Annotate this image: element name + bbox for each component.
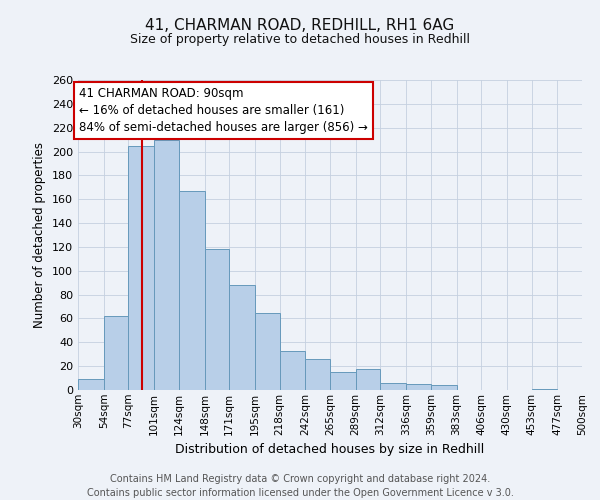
Bar xyxy=(128,146,154,390)
Y-axis label: Number of detached properties: Number of detached properties xyxy=(34,142,46,328)
Bar xyxy=(356,368,380,390)
Text: Contains HM Land Registry data © Crown copyright and database right 2024.
Contai: Contains HM Land Registry data © Crown c… xyxy=(86,474,514,498)
Bar xyxy=(380,383,406,390)
Bar xyxy=(280,350,305,390)
Bar xyxy=(406,384,431,390)
Bar xyxy=(255,312,280,390)
Bar xyxy=(305,359,330,390)
Text: 41 CHARMAN ROAD: 90sqm
← 16% of detached houses are smaller (161)
84% of semi-de: 41 CHARMAN ROAD: 90sqm ← 16% of detached… xyxy=(79,87,368,134)
Bar xyxy=(154,140,179,390)
Text: Size of property relative to detached houses in Redhill: Size of property relative to detached ho… xyxy=(130,32,470,46)
Bar xyxy=(330,372,356,390)
Bar xyxy=(78,380,104,390)
Bar xyxy=(532,389,557,390)
Bar xyxy=(229,285,255,390)
X-axis label: Distribution of detached houses by size in Redhill: Distribution of detached houses by size … xyxy=(175,443,485,456)
Bar xyxy=(179,191,205,390)
Bar xyxy=(104,316,128,390)
Bar xyxy=(431,385,457,390)
Text: 41, CHARMAN ROAD, REDHILL, RH1 6AG: 41, CHARMAN ROAD, REDHILL, RH1 6AG xyxy=(145,18,455,32)
Bar xyxy=(205,250,229,390)
